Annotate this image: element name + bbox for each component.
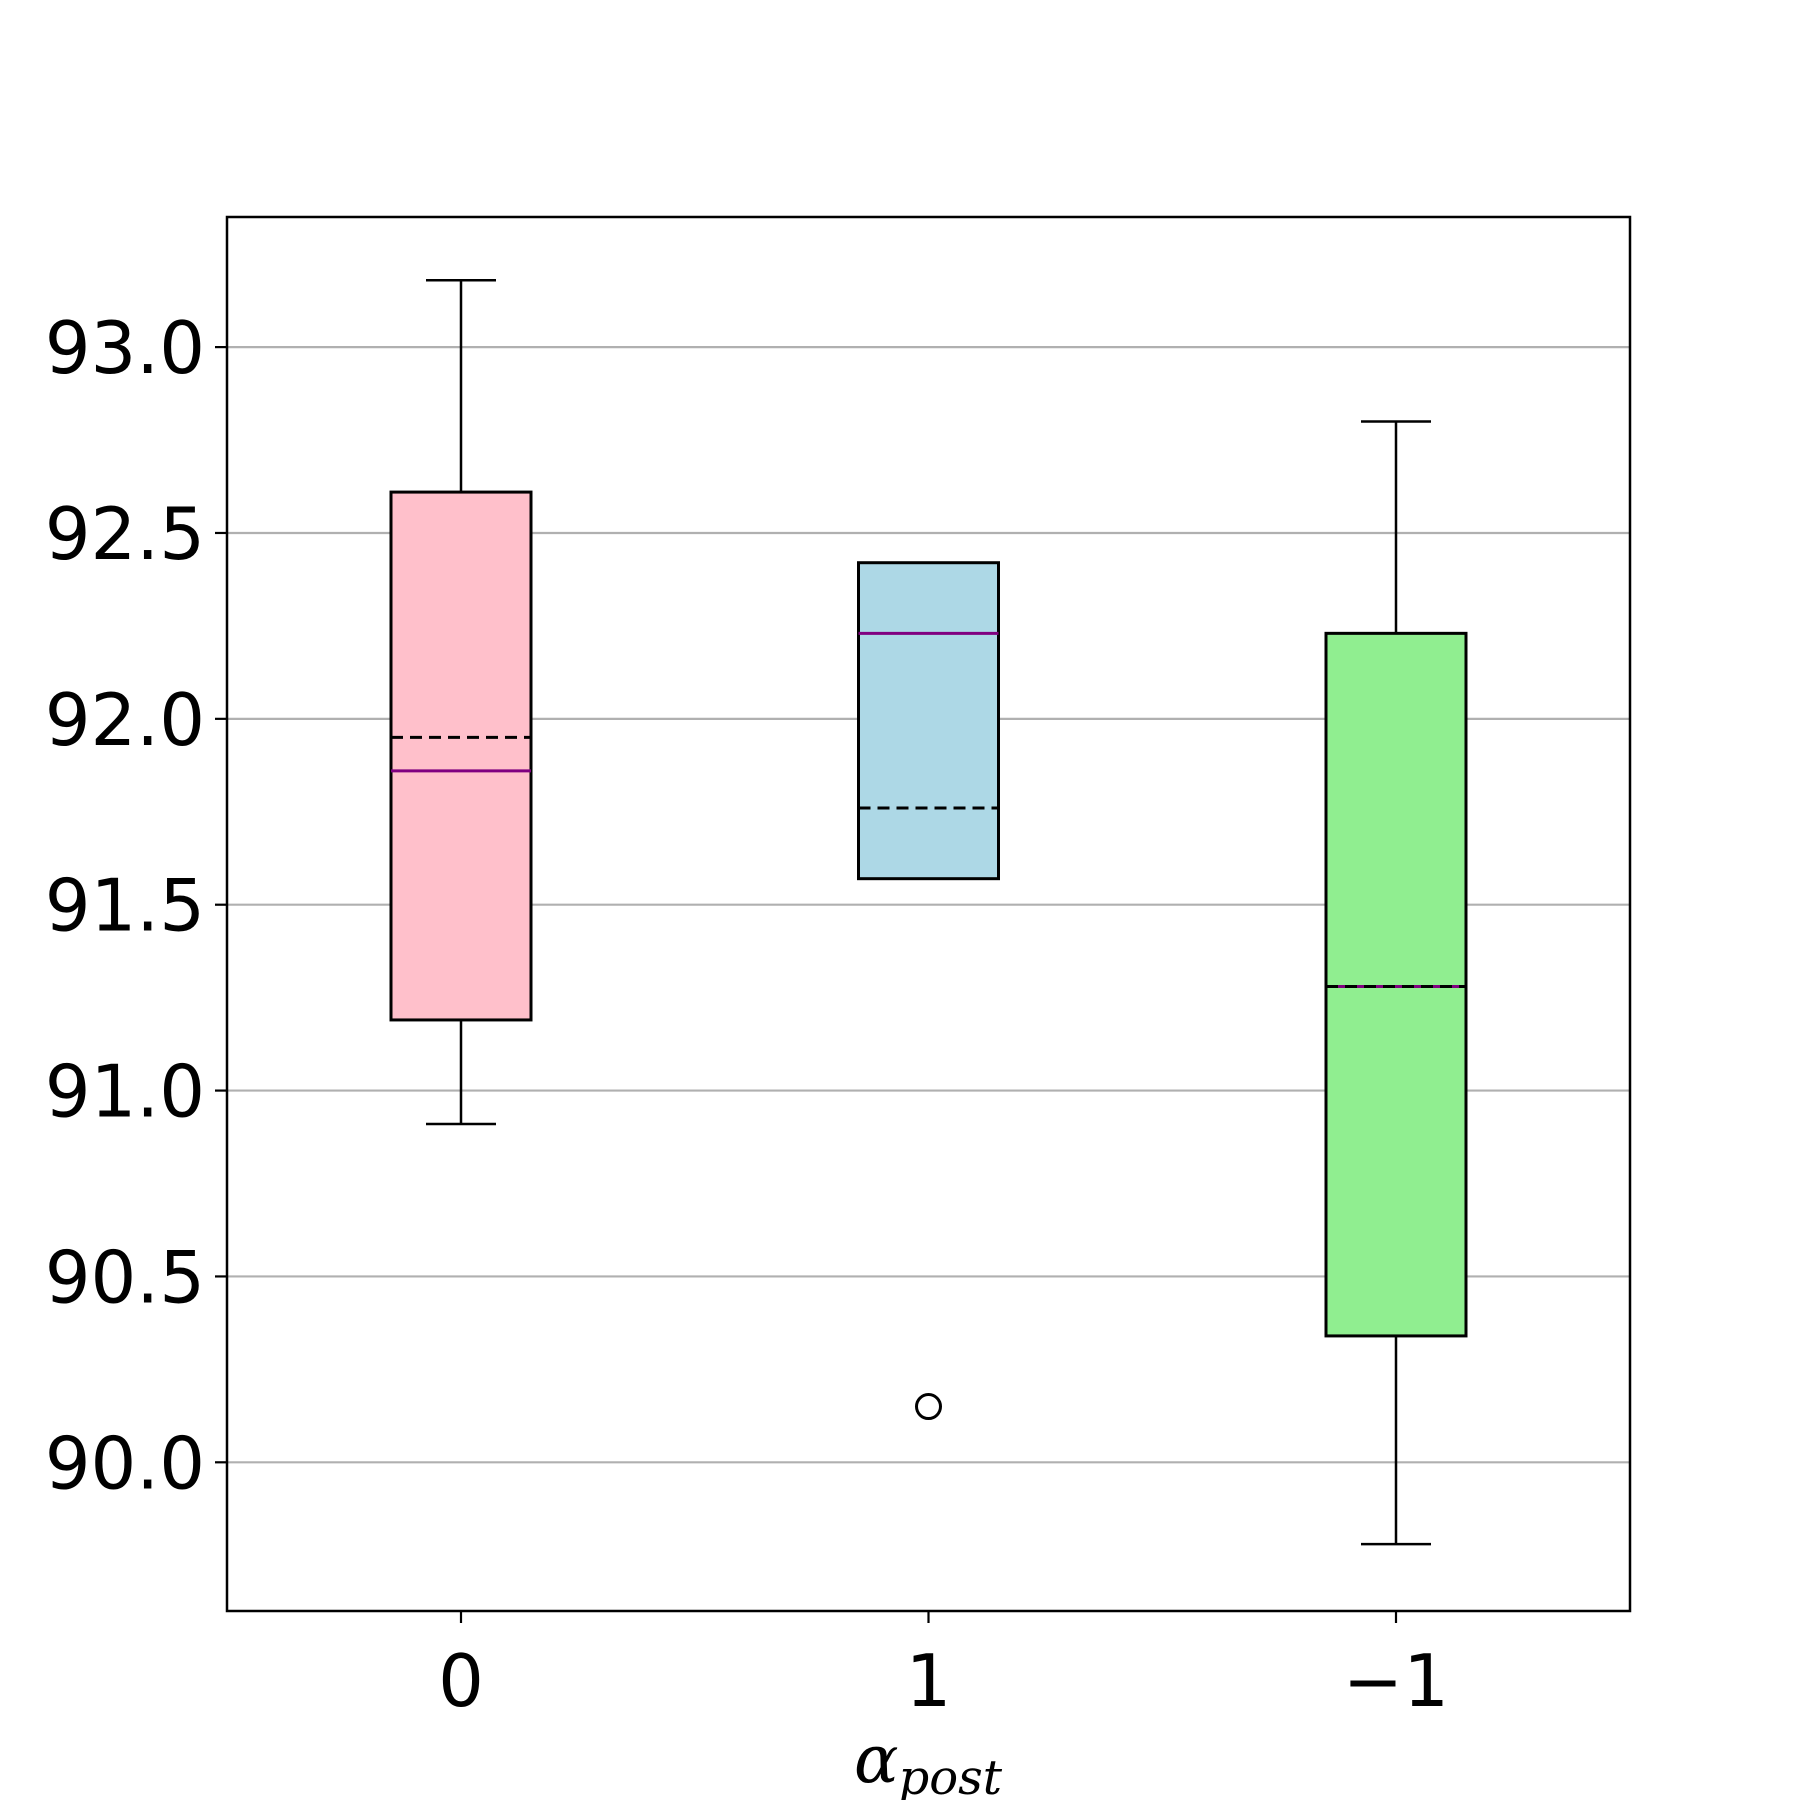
x-tick-label: −1: [1343, 1639, 1449, 1723]
x-tick-label: 0: [438, 1639, 484, 1723]
x-axis: 0 1 −1: [438, 1611, 1449, 1723]
box-body: [389, 490, 533, 1022]
x-axis-label: αpost: [854, 1721, 1003, 1800]
x-axis-label-base: α: [854, 1721, 899, 1798]
y-tick-label: 92.5: [45, 492, 205, 576]
outlier-point: [915, 1393, 942, 1421]
y-tick-label: 90.5: [45, 1235, 205, 1319]
y-axis: 90.0 90.5 91.0 91.5 92.0 92.5 93.0: [45, 306, 227, 1505]
box-body: [857, 561, 1000, 881]
y-tick-label: 92.0: [45, 678, 205, 762]
x-tick-label: 1: [906, 1639, 952, 1723]
y-tick-label: 93.0: [45, 306, 205, 390]
x-axis-label-sub: post: [899, 1750, 1003, 1800]
y-tick-label: 91.0: [45, 1050, 205, 1134]
y-tick-label: 91.5: [45, 864, 205, 948]
box-group: [389, 278, 1468, 1546]
box-body: [1324, 631, 1468, 1338]
y-tick-label: 90.0: [45, 1421, 205, 1505]
